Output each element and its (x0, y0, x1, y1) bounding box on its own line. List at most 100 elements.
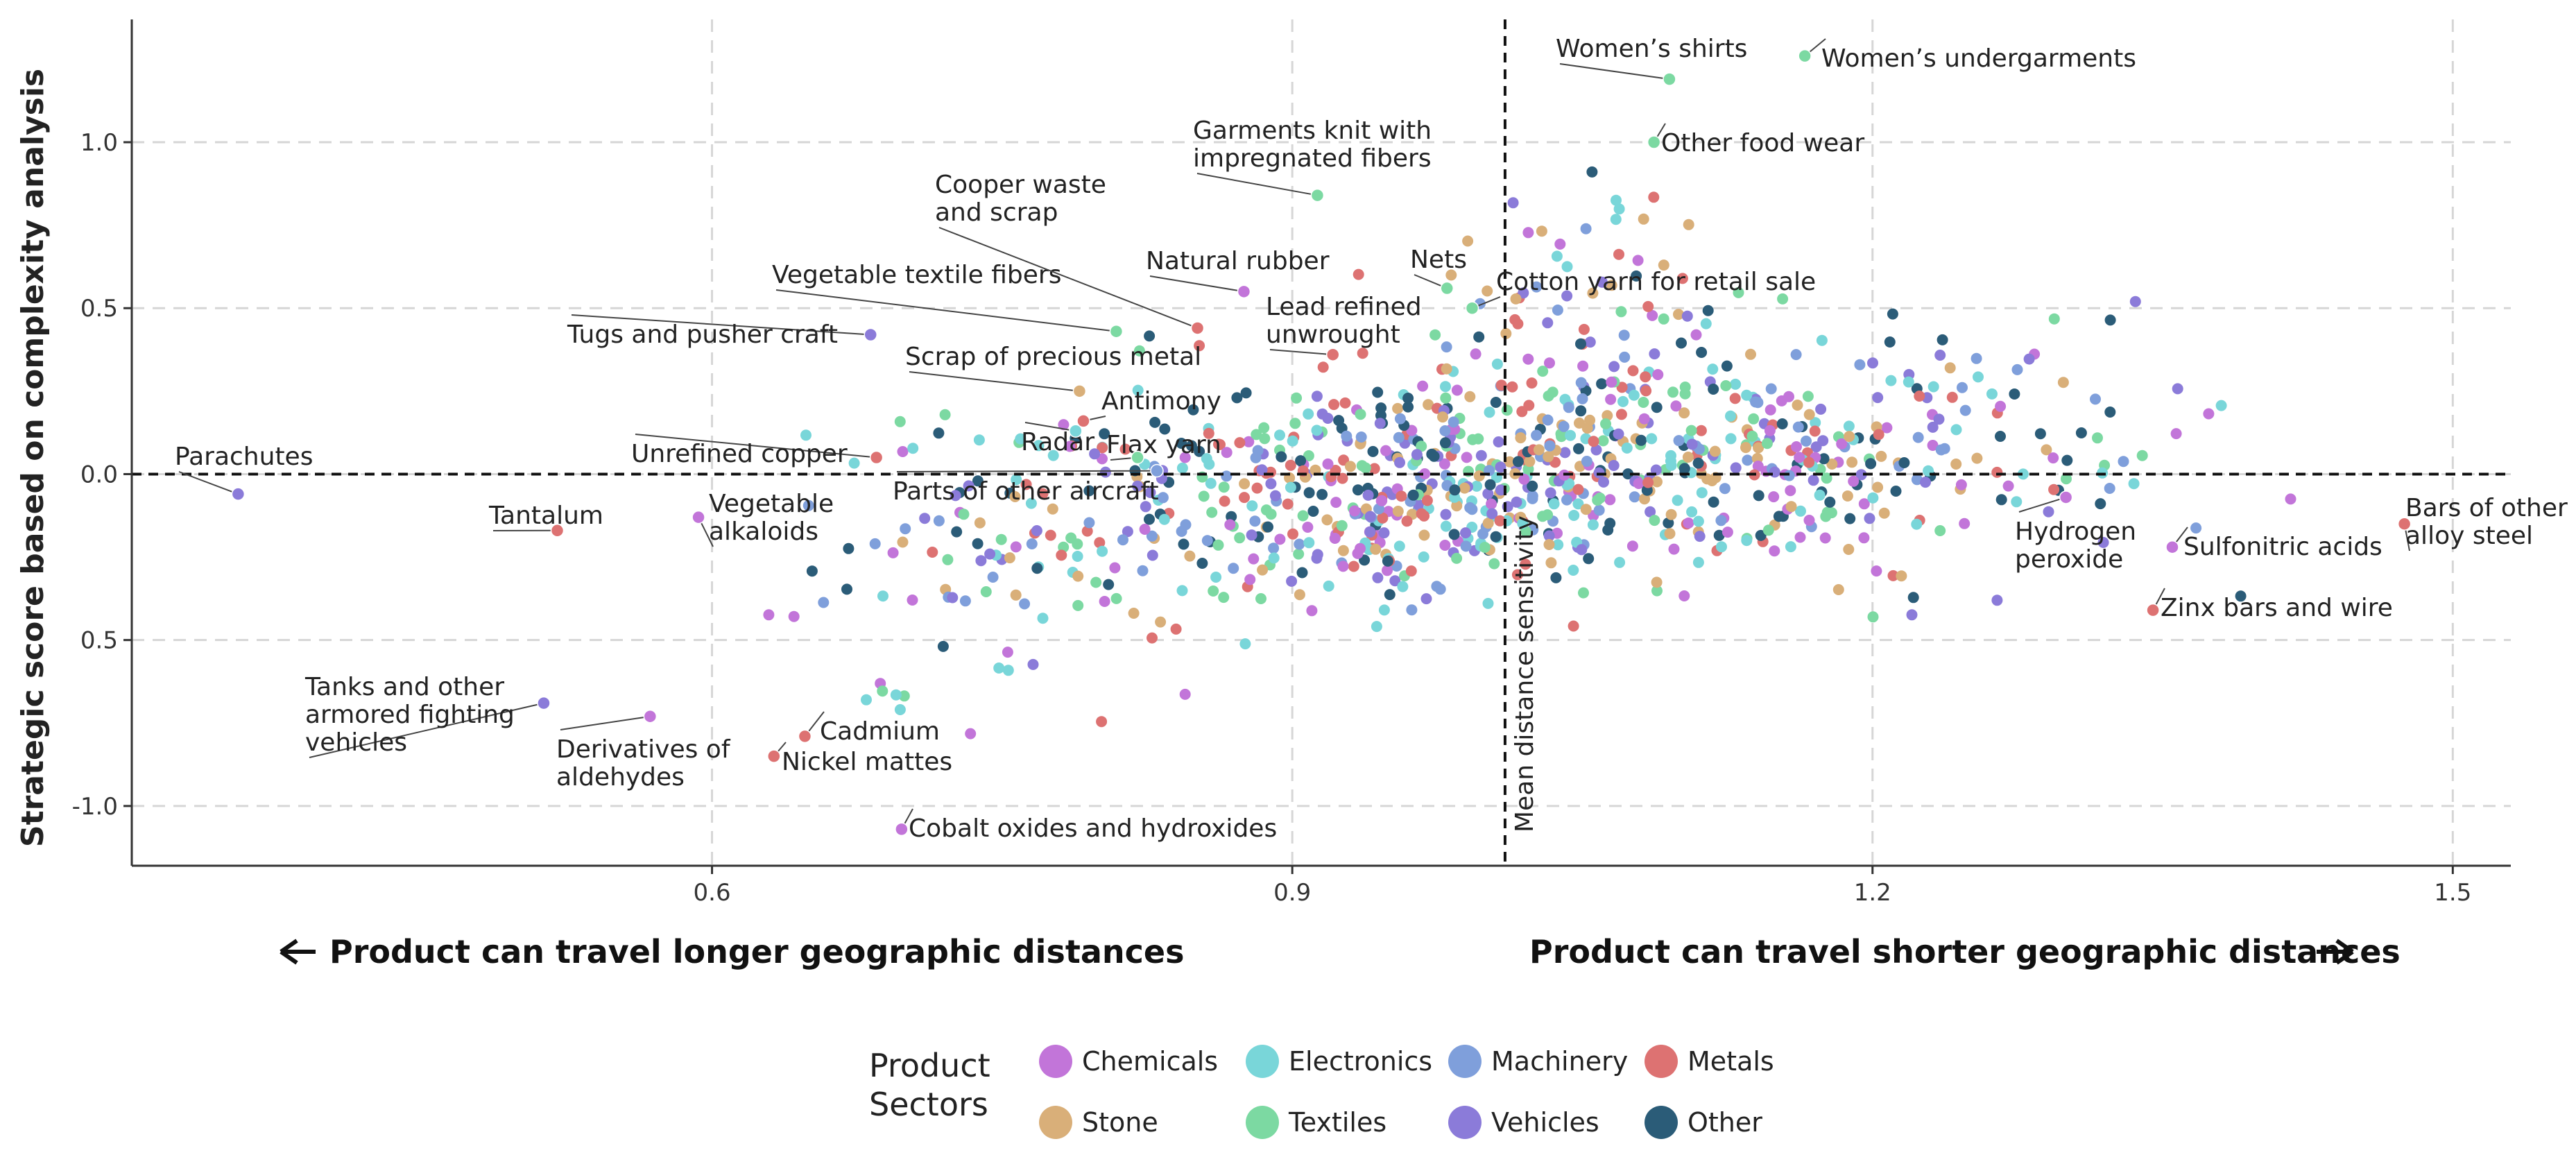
data-point (898, 537, 909, 548)
data-point (1406, 604, 1417, 615)
data-point (1180, 689, 1191, 700)
data-point (843, 543, 854, 554)
data-point (1028, 659, 1039, 670)
data-point (1815, 404, 1826, 415)
data-point (1907, 609, 1918, 620)
legend-label: Stone (1082, 1107, 1158, 1138)
data-point (972, 538, 984, 549)
labeled-point: Tugs and pusher craft (567, 315, 877, 349)
data-point (1872, 482, 1883, 493)
data-point (1218, 592, 1229, 603)
data-point (1996, 494, 2007, 505)
data-point (1155, 617, 1166, 628)
labeled-point: Parachutes (175, 443, 313, 500)
data-point (1576, 377, 1587, 388)
data-point (2009, 388, 2020, 400)
data-point (1808, 474, 1819, 486)
labeled-point-marker (895, 823, 908, 835)
data-point (1960, 405, 1971, 416)
data-point (1638, 397, 1649, 408)
data-point (1817, 435, 1828, 446)
data-point (960, 595, 971, 606)
data-point (1721, 361, 1733, 372)
data-point (1864, 513, 1875, 524)
labeled-point: Antimony (1077, 387, 1221, 427)
data-point (1763, 524, 1774, 536)
data-point (1031, 525, 1042, 536)
data-point (1951, 424, 1962, 435)
data-point (1642, 301, 1654, 312)
data-point (1522, 227, 1534, 238)
data-point (1441, 509, 1452, 520)
data-point (938, 641, 949, 652)
data-point (1843, 544, 1854, 555)
data-point (1379, 604, 1390, 615)
data-point (1742, 454, 1753, 465)
data-point (1543, 415, 1554, 426)
data-point (1648, 191, 1659, 203)
data-point (1429, 451, 1440, 462)
data-point (1418, 551, 1429, 563)
data-point (895, 416, 906, 427)
data-point (1527, 377, 1538, 388)
leader-line (1270, 350, 1333, 354)
data-point (1249, 515, 1260, 527)
data-point (1219, 496, 1230, 507)
data-point (1871, 565, 1882, 576)
labeled-point-marker (1077, 415, 1090, 427)
data-point (1696, 347, 1707, 358)
data-point (1011, 541, 1022, 552)
data-point (1693, 458, 1704, 469)
data-point (1380, 445, 1391, 456)
data-point (898, 446, 909, 457)
data-point (1536, 225, 1547, 237)
data-point (1693, 557, 1704, 568)
data-point (1814, 490, 1826, 501)
data-point (1291, 393, 1302, 404)
data-point (1294, 539, 1305, 550)
data-point (1257, 565, 1268, 576)
x-direction-right-label: Product can travel shorter geographic di… (1529, 933, 2401, 970)
data-point (1449, 529, 1460, 540)
data-point (1824, 497, 1835, 508)
data-point (1274, 533, 1285, 545)
data-point (1667, 386, 1678, 397)
data-point (877, 590, 888, 601)
data-point (1251, 429, 1262, 440)
data-point (1417, 381, 1428, 392)
data-point (919, 513, 930, 524)
data-point (1792, 400, 1803, 411)
labeled-point-marker (864, 329, 877, 341)
data-point (1665, 528, 1676, 539)
data-point (1493, 436, 1504, 447)
data-point (940, 409, 951, 420)
data-point (1950, 459, 1961, 470)
data-point (1011, 590, 1022, 601)
data-point (927, 547, 938, 558)
labeled-point-marker (692, 511, 705, 524)
data-point (942, 554, 953, 565)
data-point (1903, 377, 1914, 388)
data-point (1810, 426, 1821, 437)
labeled-point-marker (1663, 73, 1676, 85)
data-point (1936, 445, 1947, 456)
data-point (841, 583, 852, 594)
data-point (1537, 366, 1548, 377)
point-label: Nets (1410, 246, 1467, 274)
data-point (1957, 382, 1968, 393)
data-point (1461, 452, 1472, 463)
data-point (1441, 363, 1452, 375)
data-point (1544, 539, 1555, 550)
data-point (861, 694, 872, 705)
data-point (993, 662, 1004, 674)
point-label: Vegetable textile fibers (772, 261, 1061, 289)
data-point (891, 690, 902, 701)
data-point (1202, 535, 1213, 546)
data-point (1072, 571, 1083, 582)
data-point (1613, 249, 1624, 260)
point-label: Tugs and pusher craft (567, 320, 838, 349)
data-point (1515, 432, 1526, 443)
data-point (1629, 390, 1640, 401)
data-point (1574, 418, 1585, 429)
